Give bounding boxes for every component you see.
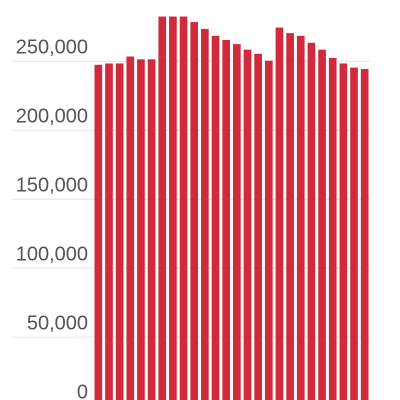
- bar: [147, 59, 156, 400]
- bar: [94, 64, 103, 400]
- bar: [211, 35, 220, 400]
- bar: [158, 16, 167, 400]
- bar: [179, 16, 188, 400]
- bar: [339, 63, 348, 400]
- bar: [254, 53, 262, 400]
- bar: [286, 33, 294, 400]
- bar: [296, 35, 305, 400]
- bar: [350, 67, 358, 400]
- bar: [318, 49, 326, 400]
- bar: [126, 56, 135, 400]
- bar: [275, 27, 284, 400]
- y-tick-label: 0: [77, 381, 88, 400]
- bar: [137, 59, 145, 400]
- bar: [232, 44, 241, 400]
- bar: [190, 22, 199, 400]
- bar: [115, 63, 124, 400]
- y-tick-label: 50,000: [27, 312, 88, 334]
- y-tick-label: 150,000: [16, 174, 88, 196]
- bar: [105, 63, 113, 400]
- bar: [360, 68, 369, 400]
- y-tick-label: 200,000: [16, 106, 88, 128]
- bar: [307, 42, 316, 400]
- bar: [169, 16, 177, 400]
- bar: [201, 28, 209, 400]
- bar: [243, 49, 252, 400]
- bar: [264, 60, 273, 400]
- y-tick-label: 100,000: [16, 243, 88, 265]
- y-tick-label: 250,000: [16, 37, 88, 59]
- bar: [222, 40, 231, 400]
- bar: [328, 57, 337, 400]
